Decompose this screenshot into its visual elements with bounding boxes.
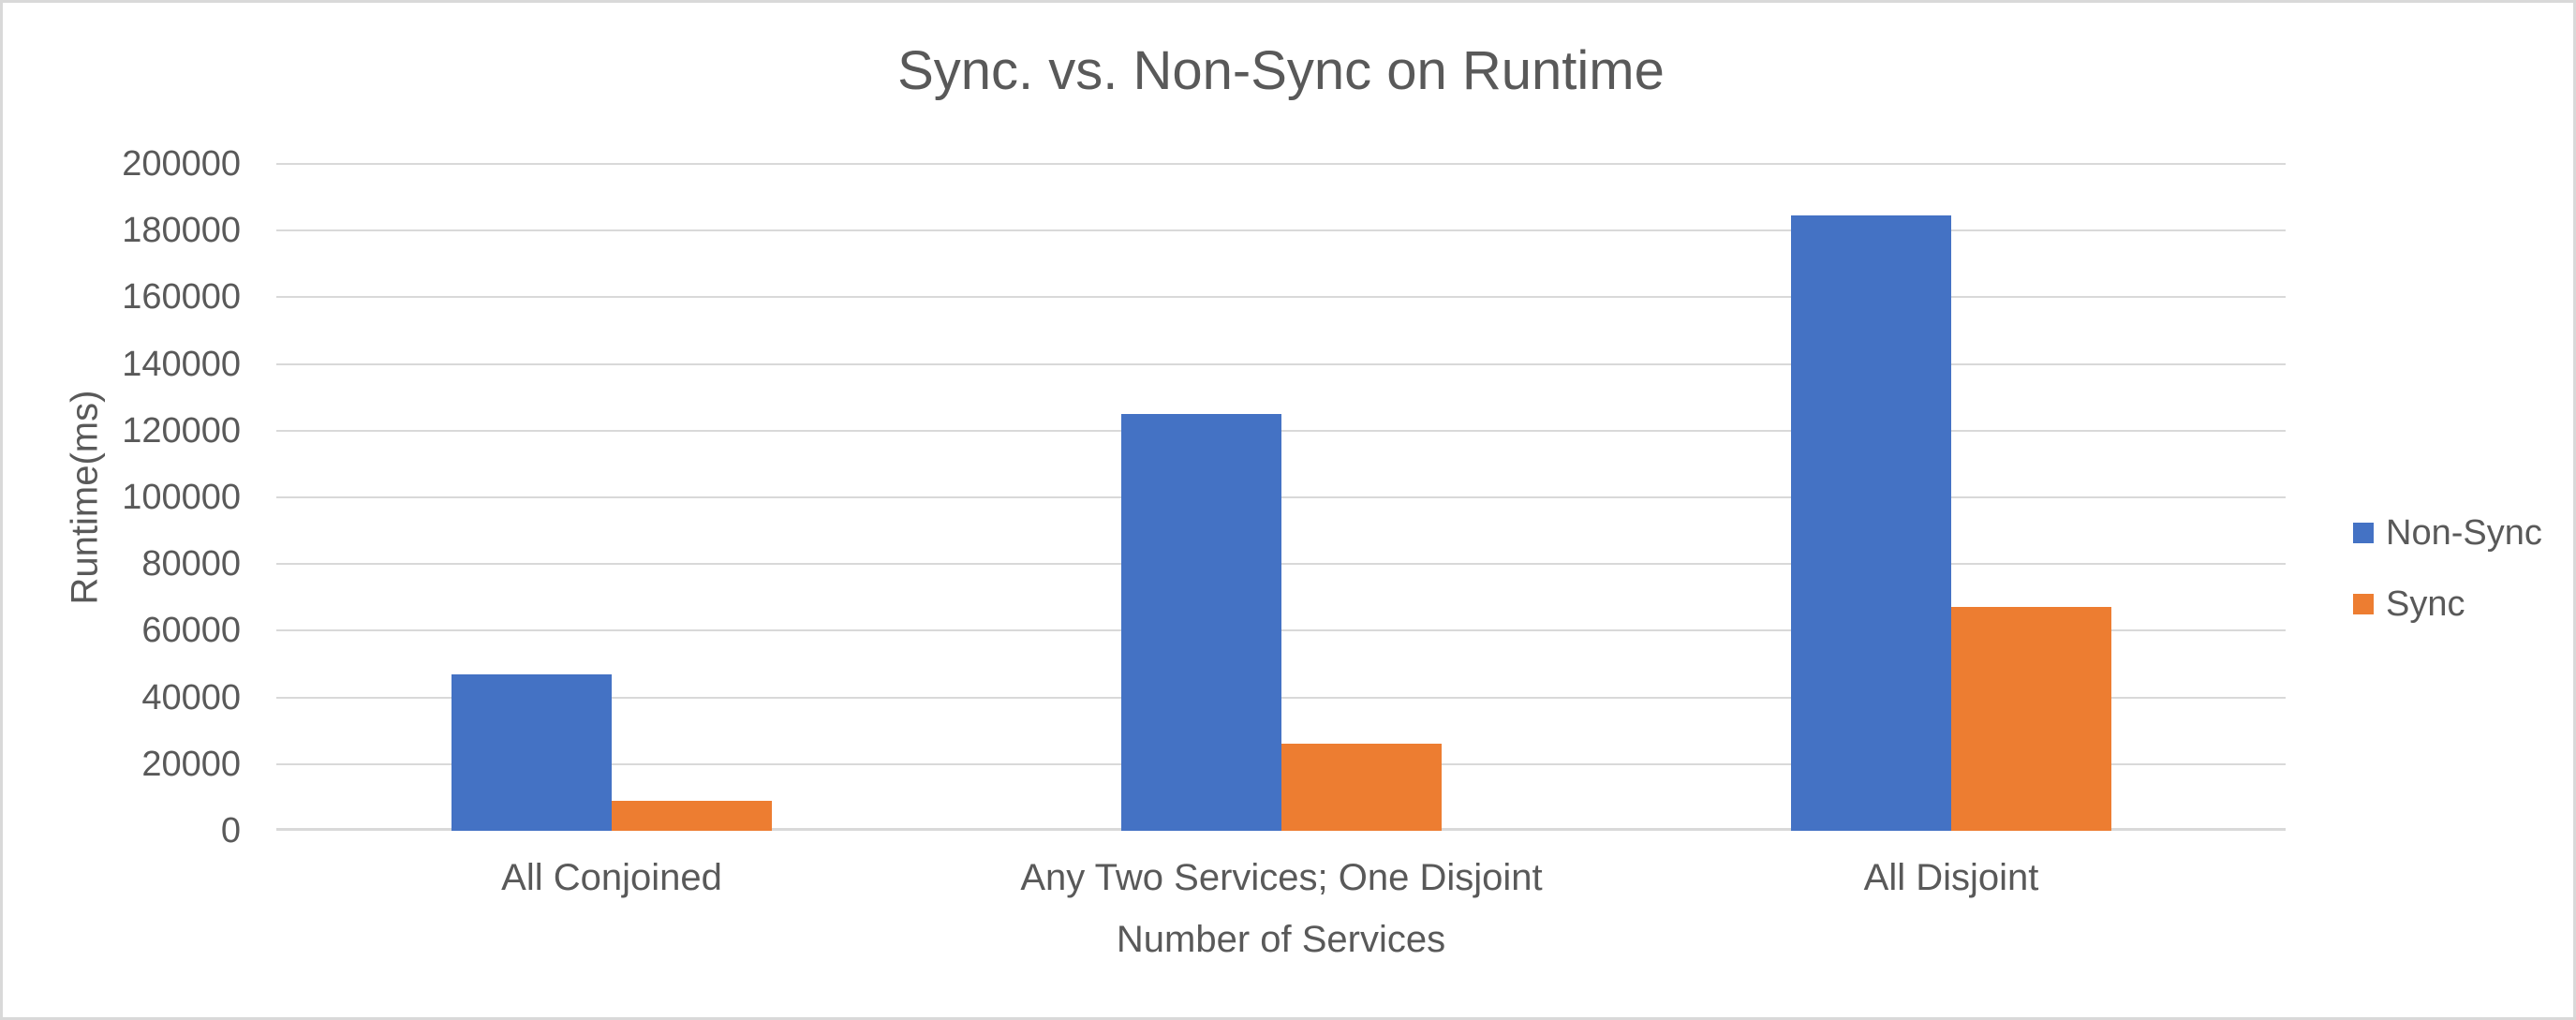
plot-area [276, 163, 2286, 831]
x-category-label-any-two-services-one-disjoint: Any Two Services; One Disjoint [1020, 857, 1543, 898]
y-tick-label-200000: 200000 [122, 144, 241, 184]
legend-swatch-sync [2353, 594, 2374, 614]
legend-label-non-sync: Non-Sync [2386, 512, 2542, 553]
legend-swatch-non-sync [2353, 523, 2374, 543]
bar-non-sync-all-conjoined [452, 674, 612, 831]
bar-non-sync-any-two-services-one-disjoint [1121, 414, 1281, 831]
y-tick-label-120000: 120000 [122, 411, 241, 451]
x-axis-title: Number of Services [1116, 919, 1446, 960]
bar-non-sync-all-disjoint [1791, 215, 1951, 831]
legend-item-non-sync: Non-Sync [2353, 511, 2542, 554]
bar-sync-all-disjoint [1951, 607, 2111, 831]
legend-item-sync: Sync [2353, 583, 2542, 626]
legend: Non-Sync Sync [2353, 511, 2542, 626]
y-tick-label-140000: 140000 [122, 345, 241, 384]
y-tick-label-20000: 20000 [141, 745, 241, 784]
gridline-200000 [276, 163, 2286, 165]
gridline-160000 [276, 296, 2286, 298]
x-category-label-all-conjoined: All Conjoined [501, 857, 722, 898]
y-tick-label-180000: 180000 [122, 211, 241, 250]
bar-sync-all-conjoined [612, 801, 772, 831]
gridline-180000 [276, 229, 2286, 231]
y-tick-label-100000: 100000 [122, 478, 241, 517]
y-tick-label-60000: 60000 [141, 611, 241, 650]
y-tick-label-40000: 40000 [141, 678, 241, 717]
y-tick-label-160000: 160000 [122, 277, 241, 317]
y-tick-label-80000: 80000 [141, 544, 241, 584]
x-category-label-all-disjoint: All Disjoint [1863, 857, 2039, 898]
bar-sync-any-two-services-one-disjoint [1281, 744, 1442, 831]
chart-title: Sync. vs. Non-Sync on Runtime [897, 40, 1665, 101]
y-tick-label-0: 0 [220, 811, 241, 850]
gridline-140000 [276, 363, 2286, 365]
legend-label-sync: Sync [2386, 584, 2465, 624]
